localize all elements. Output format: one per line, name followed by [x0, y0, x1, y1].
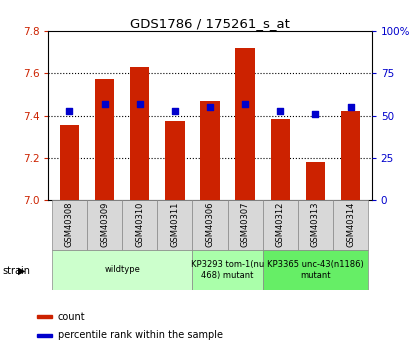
- Bar: [122, 200, 157, 250]
- Point: [347, 104, 354, 110]
- Bar: [228, 200, 263, 250]
- Point: [242, 101, 249, 107]
- Point: [101, 101, 108, 107]
- Text: GSM40309: GSM40309: [100, 201, 109, 247]
- Bar: [236, 48, 255, 200]
- Bar: [270, 119, 290, 200]
- Bar: [298, 200, 333, 250]
- Text: GSM40314: GSM40314: [346, 201, 355, 247]
- Bar: [37, 334, 52, 337]
- Text: GSM40308: GSM40308: [65, 201, 74, 247]
- Text: GSM40313: GSM40313: [311, 201, 320, 247]
- Bar: [52, 200, 87, 250]
- Bar: [52, 250, 192, 290]
- Bar: [263, 250, 368, 290]
- Point: [207, 104, 213, 110]
- Point: [66, 108, 73, 113]
- Bar: [37, 315, 52, 318]
- Bar: [192, 250, 263, 290]
- Text: GSM40310: GSM40310: [135, 201, 144, 247]
- Title: GDS1786 / 175261_s_at: GDS1786 / 175261_s_at: [130, 17, 290, 30]
- Text: GSM40312: GSM40312: [276, 201, 285, 247]
- Point: [277, 108, 284, 113]
- Bar: [165, 121, 184, 200]
- Bar: [157, 200, 192, 250]
- Bar: [341, 111, 360, 200]
- Bar: [60, 125, 79, 200]
- Text: KP3365 unc-43(n1186)
mutant: KP3365 unc-43(n1186) mutant: [267, 260, 364, 280]
- Bar: [192, 200, 228, 250]
- Point: [171, 108, 178, 113]
- Text: percentile rank within the sample: percentile rank within the sample: [58, 331, 223, 340]
- Point: [312, 111, 319, 117]
- Text: GSM40307: GSM40307: [241, 201, 249, 247]
- Text: GSM40306: GSM40306: [205, 201, 215, 247]
- Bar: [130, 67, 150, 200]
- Bar: [200, 101, 220, 200]
- Text: count: count: [58, 312, 85, 322]
- Point: [136, 101, 143, 107]
- Text: strain: strain: [2, 266, 30, 276]
- Text: wildtype: wildtype: [104, 265, 140, 275]
- Text: ▶: ▶: [18, 266, 25, 276]
- Bar: [95, 79, 114, 200]
- Text: KP3293 tom-1(nu
468) mutant: KP3293 tom-1(nu 468) mutant: [191, 260, 264, 280]
- Text: GSM40311: GSM40311: [171, 201, 179, 247]
- Bar: [306, 162, 325, 200]
- Bar: [333, 200, 368, 250]
- Bar: [263, 200, 298, 250]
- Bar: [87, 200, 122, 250]
